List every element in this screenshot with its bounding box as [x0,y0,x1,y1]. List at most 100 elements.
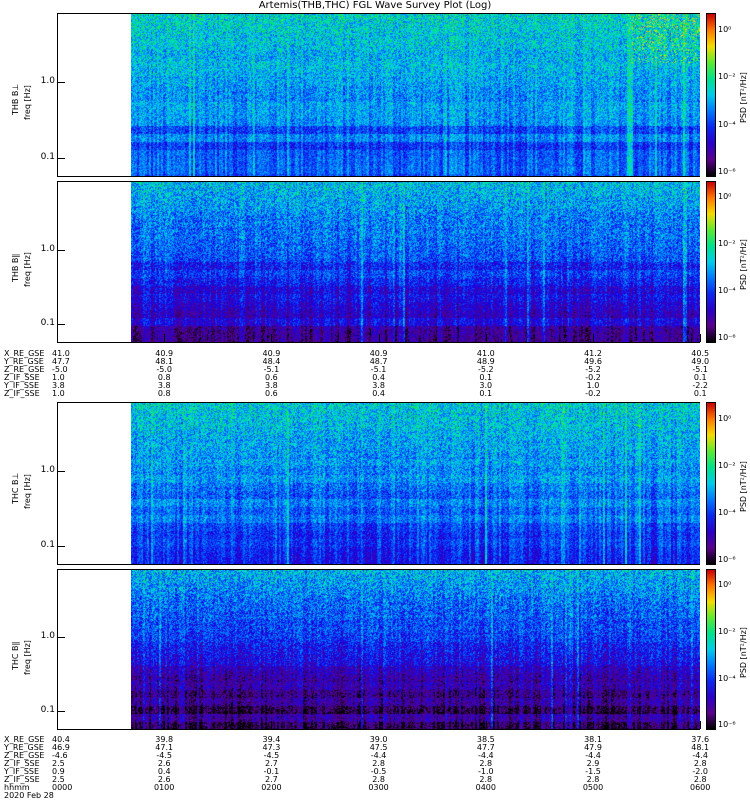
x-tick-mark [271,334,273,342]
ephemeris-value: -5.1 [370,365,387,374]
panel-y-axis-label: freq [Hz] [23,639,32,675]
ephemeris-value: 2.5 [52,759,65,768]
colorbar-tick-label: 10⁻⁶ [718,555,736,565]
ephemeris-value: 2.7 [265,775,278,784]
colorbar [706,402,716,565]
ephemeris-row-label: hhmm [4,783,30,792]
x-tick-mark [271,721,273,729]
ephemeris-value: 48.4 [262,357,281,366]
ephemeris-value: 0500 [582,783,604,792]
spectrogram-image [131,14,700,176]
colorbar-label: PSD [nT²/Hz] [739,239,748,290]
ephemeris-value: 1.0 [52,389,65,398]
x-tick-mark [164,334,166,342]
ephemeris-value: 0.1 [693,389,707,398]
ephemeris-value: -4.4 [477,751,494,760]
ephemeris-value: 47.1 [155,743,174,752]
y-tick-label: 0.1 [40,152,55,163]
y-tick-label: 1.0 [40,243,55,254]
ephemeris-value: -1.5 [585,767,601,776]
ephemeris-value: 0400 [475,783,496,792]
ephemeris-value: 3.8 [157,381,171,390]
ephemeris-value: 0.8 [157,373,171,382]
ephemeris-value: -4.4 [585,751,601,760]
ephemeris-value: -4.5 [156,751,172,760]
ephemeris-value: 40.9 [369,349,388,358]
ephemeris-value: 2.5 [52,775,65,784]
x-tick-mark [700,334,702,342]
ephemeris-value: -4.4 [692,751,708,760]
ephemeris-value: 2.6 [157,759,171,768]
ephemeris-value: 38.5 [476,735,495,744]
ephemeris-value: 2.8 [372,775,385,784]
colorbar-tick-label: 10⁻⁶ [718,167,736,177]
y-tick-mark [57,637,65,639]
ephemeris-value: 47.7 [52,357,70,366]
ephemeris-row-label: Z_RE_GSE [4,751,45,760]
ephemeris-value: 2.8 [479,775,493,784]
colorbar-tick-label: 10⁻² [718,239,736,249]
x-tick-mark [378,721,380,729]
ephemeris-value: 48.1 [691,743,710,752]
spectrogram-image [131,403,700,564]
colorbar-tick-label: 10⁰ [718,413,732,423]
ephemeris-value: 0200 [261,783,282,792]
y-tick-mark [57,711,65,713]
ephemeris-value: 40.9 [155,349,174,358]
ephemeris-value: -4.4 [370,751,387,760]
ephemeris-value: 0300 [368,783,389,792]
colorbar-tick-label: 10⁻² [718,460,736,470]
ephemeris-value: 47.7 [476,743,495,752]
colorbar [706,181,716,343]
ephemeris-value: 0.4 [157,767,171,776]
y-tick-mark [57,158,65,160]
panel-y-axis-label: freq [Hz] [23,473,32,509]
ephemeris-value: 40.9 [262,349,281,358]
spectrogram-image [131,570,700,729]
y-tick-label: 0.1 [40,705,55,716]
colorbar-tick-label: 10⁰ [718,24,732,34]
colorbar-tick-label: 10⁻⁴ [718,286,736,296]
panel-probe-label: THB B⊥ [11,83,20,115]
ephemeris-value: 46.9 [52,743,70,752]
ephemeris-value: 2.8 [693,775,707,784]
ephemeris-value: 2.8 [479,759,493,768]
ephemeris-row-label: Z_RE_GSE [4,365,45,374]
date-label: 2020 Feb 28 [4,791,54,800]
ephemeris-value: 0000 [52,783,73,792]
spectrogram-panel [57,569,700,730]
colorbar-tick-label: 10⁻² [718,627,736,636]
ephemeris-row-label: Y_RE_GSE [4,743,44,752]
colorbar-tick-label: 10⁰ [718,192,732,202]
ephemeris-value: 3.8 [52,381,65,390]
ephemeris-value: -5.1 [263,365,280,374]
ephemeris-value: 0600 [690,783,711,792]
ephemeris-row-label: Y_IF_SSE [4,767,40,776]
colorbar-tick-label: 10⁻⁴ [718,508,736,518]
x-tick-mark [593,334,594,342]
ephemeris-value: 47.5 [369,743,388,752]
ephemeris-row-label: Y_RE_GSE [4,357,44,366]
ephemeris-value: 47.9 [584,743,602,752]
ephemeris-value: 37.6 [691,735,710,744]
ephemeris-value: 2.7 [265,759,278,768]
ephemeris-value: -5.2 [477,365,494,374]
y-tick-label: 0.1 [40,318,55,329]
spectrogram-panel [57,181,700,343]
ephemeris-value: 0.4 [372,373,385,382]
ephemeris-value: 3.8 [372,381,385,390]
colorbar [706,13,716,177]
ephemeris-value: 39.8 [155,735,174,744]
ephemeris-row-label: X_RE_GSE [4,349,45,358]
x-tick-mark [485,721,487,729]
ephemeris-value: 48.9 [476,357,495,366]
ephemeris-value: 1.0 [52,373,65,382]
ephemeris-row-label: Z_IF_SSE [4,373,40,382]
panel-y-axis-label: freq [Hz] [23,85,32,120]
plot-title: Artemis(THB,THC) FGL Wave Survey Plot (L… [258,0,492,11]
ephemeris-value: 1.0 [586,381,600,390]
ephemeris-row-label: Z_IF_SSE [4,775,40,784]
ephemeris-value: 2.8 [693,759,707,768]
ephemeris-value: 0.1 [479,389,493,398]
colorbar-tick-label: 10⁻⁶ [718,720,736,730]
